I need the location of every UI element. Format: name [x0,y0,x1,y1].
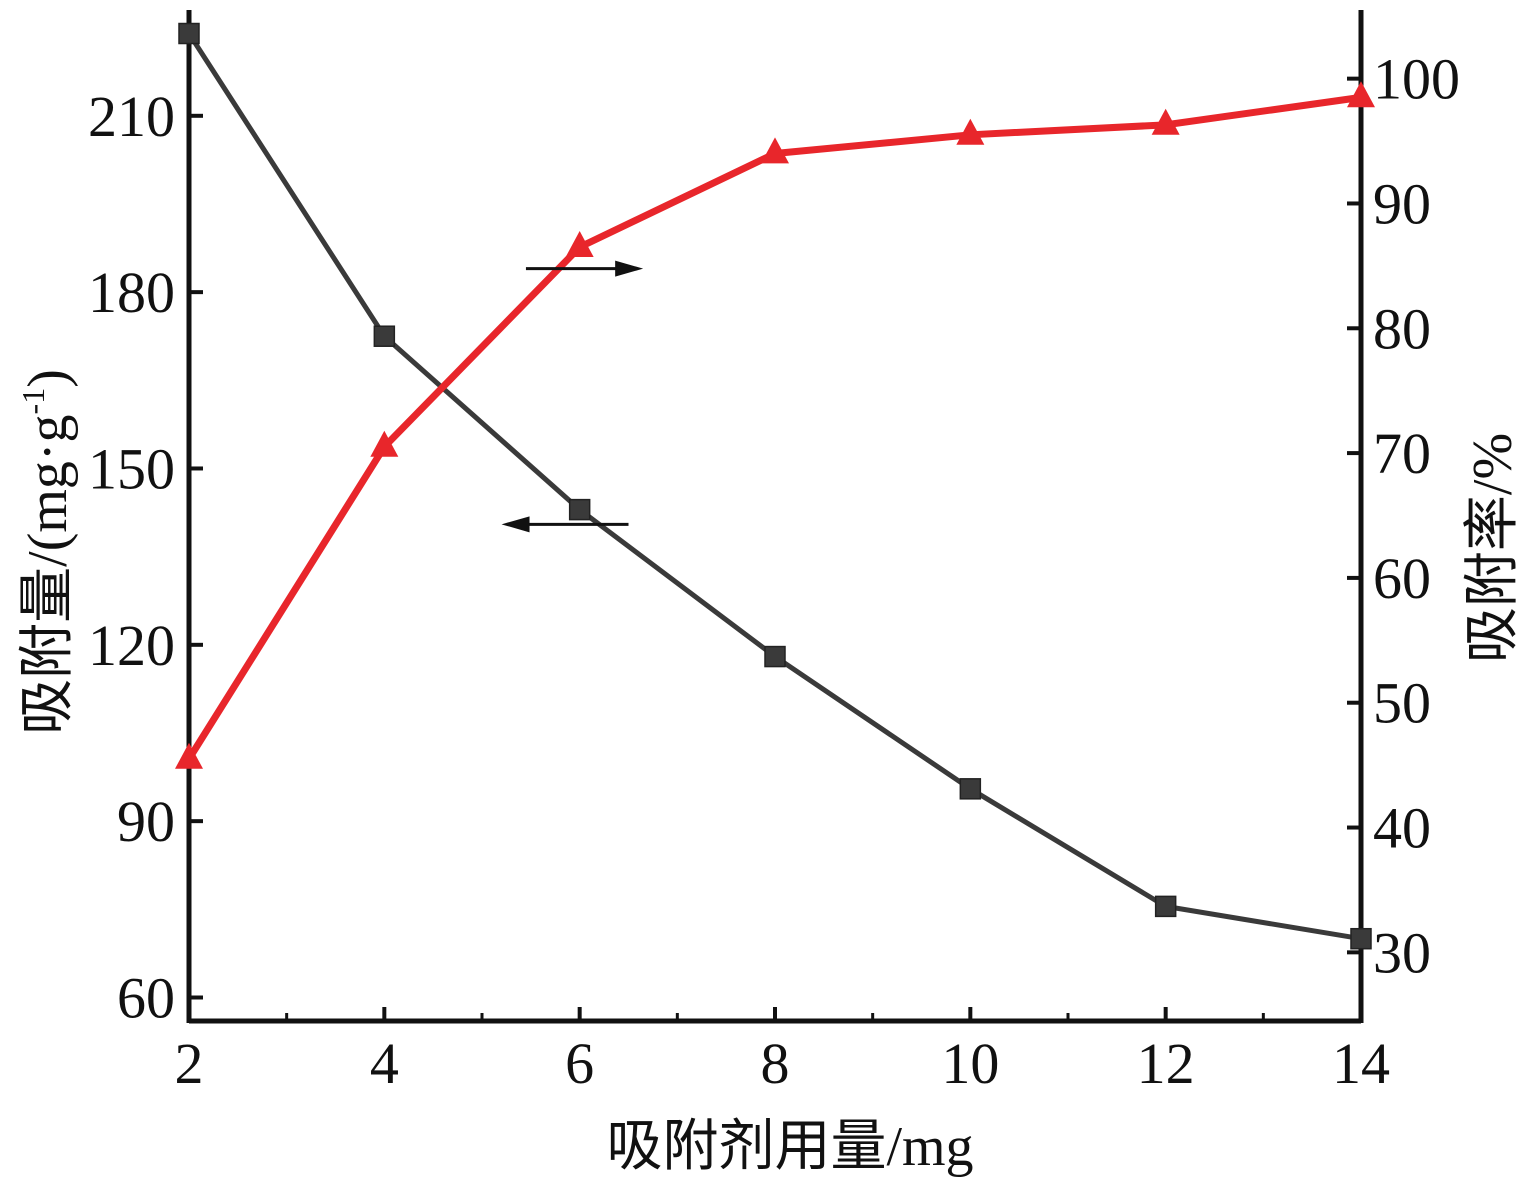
right-y-tick-label: 90 [1373,171,1431,236]
x-tick-label: 12 [1137,1031,1195,1096]
square-marker [568,498,591,521]
axes: 2 4 6 8 10 12 14 60 90 120 150 180 210 30 40 50 60 70 80 90… [88,10,1460,1096]
left-y-axis-title-text: 吸附量/(mg·g [17,414,79,734]
left-y-tick-label: 210 [88,84,175,149]
right-y-tick-label: 60 [1373,546,1431,611]
left-y-axis-title-close: ) [17,369,79,388]
x-tick-label: 2 [175,1031,204,1096]
triangle-marker [956,118,985,145]
annotations [501,260,644,533]
triangle-marker [565,231,594,258]
triangle-marker [1347,81,1375,108]
left-y-tick-label: 180 [88,260,175,325]
left-y-tick-label: 60 [117,965,175,1030]
x-tick-label: 10 [941,1031,999,1096]
right-y-tick-label: 50 [1373,671,1431,736]
square-marker [1154,895,1177,918]
square-marker [959,778,982,800]
adsorption-capacity-line [186,32,1362,942]
square-marker [178,22,200,45]
arrow-right-head [615,260,644,277]
square-marker [373,325,396,347]
right-y-tick-label: 70 [1373,421,1431,486]
x-tick-label: 14 [1332,1031,1390,1096]
triangle-marker [175,742,203,769]
square-marker [764,645,786,668]
left-y-tick-label: 90 [117,789,175,854]
triangle-marker [1151,108,1180,135]
right-y-tick-label: 100 [1373,47,1460,112]
x-tick-label: 8 [761,1031,790,1096]
x-axis-title: 吸附剂用量/mg [606,1116,973,1178]
triangle-marker [370,430,399,457]
right-y-tick-label: 30 [1373,920,1431,985]
x-tick-label: 6 [565,1031,594,1096]
right-y-tick-label: 40 [1373,796,1431,861]
left-y-tick-label: 120 [88,613,175,678]
x-tick-label: 4 [370,1031,399,1096]
series-layer [175,22,1375,950]
arrow-left-head [501,516,530,533]
triangle-marker [761,137,789,164]
square-marker [1350,927,1372,950]
left-y-axis-title-superscript: -1 [15,388,51,415]
right-y-axis-title: 吸附率/% [1462,433,1524,663]
axis-labels: 吸附剂用量/mg 吸附量/(mg·g-1) 吸附率/% [15,369,1524,1178]
left-y-axis-title: 吸附量/(mg·g-1) [15,369,79,735]
right-y-tick-label: 80 [1373,296,1431,361]
left-y-tick-label: 150 [88,436,175,501]
